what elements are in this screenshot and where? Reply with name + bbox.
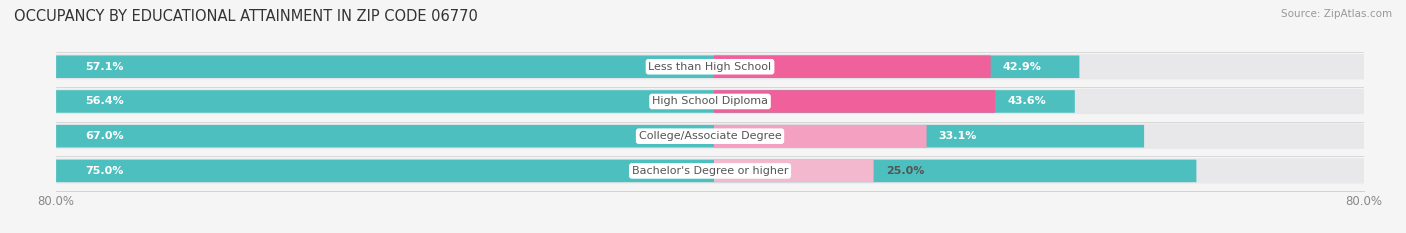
- Text: OCCUPANCY BY EDUCATIONAL ATTAINMENT IN ZIP CODE 06770: OCCUPANCY BY EDUCATIONAL ATTAINMENT IN Z…: [14, 9, 478, 24]
- FancyBboxPatch shape: [714, 125, 927, 147]
- Text: 43.6%: 43.6%: [1007, 96, 1046, 106]
- Text: 42.9%: 42.9%: [1002, 62, 1042, 72]
- Text: 57.1%: 57.1%: [84, 62, 124, 72]
- FancyBboxPatch shape: [56, 123, 1364, 149]
- FancyBboxPatch shape: [714, 90, 995, 113]
- FancyBboxPatch shape: [56, 125, 1144, 147]
- Text: College/Associate Degree: College/Associate Degree: [638, 131, 782, 141]
- Text: 56.4%: 56.4%: [84, 96, 124, 106]
- Text: 75.0%: 75.0%: [84, 166, 124, 176]
- Text: Less than High School: Less than High School: [648, 62, 772, 72]
- FancyBboxPatch shape: [56, 158, 1364, 184]
- FancyBboxPatch shape: [56, 89, 1364, 114]
- FancyBboxPatch shape: [56, 54, 1364, 79]
- FancyBboxPatch shape: [56, 160, 1197, 182]
- FancyBboxPatch shape: [714, 160, 873, 182]
- Text: 25.0%: 25.0%: [886, 166, 924, 176]
- FancyBboxPatch shape: [56, 55, 1080, 78]
- Text: High School Diploma: High School Diploma: [652, 96, 768, 106]
- Text: Source: ZipAtlas.com: Source: ZipAtlas.com: [1281, 9, 1392, 19]
- Text: 33.1%: 33.1%: [939, 131, 977, 141]
- FancyBboxPatch shape: [714, 55, 991, 78]
- FancyBboxPatch shape: [56, 90, 1074, 113]
- Text: Bachelor's Degree or higher: Bachelor's Degree or higher: [631, 166, 789, 176]
- Text: 67.0%: 67.0%: [84, 131, 124, 141]
